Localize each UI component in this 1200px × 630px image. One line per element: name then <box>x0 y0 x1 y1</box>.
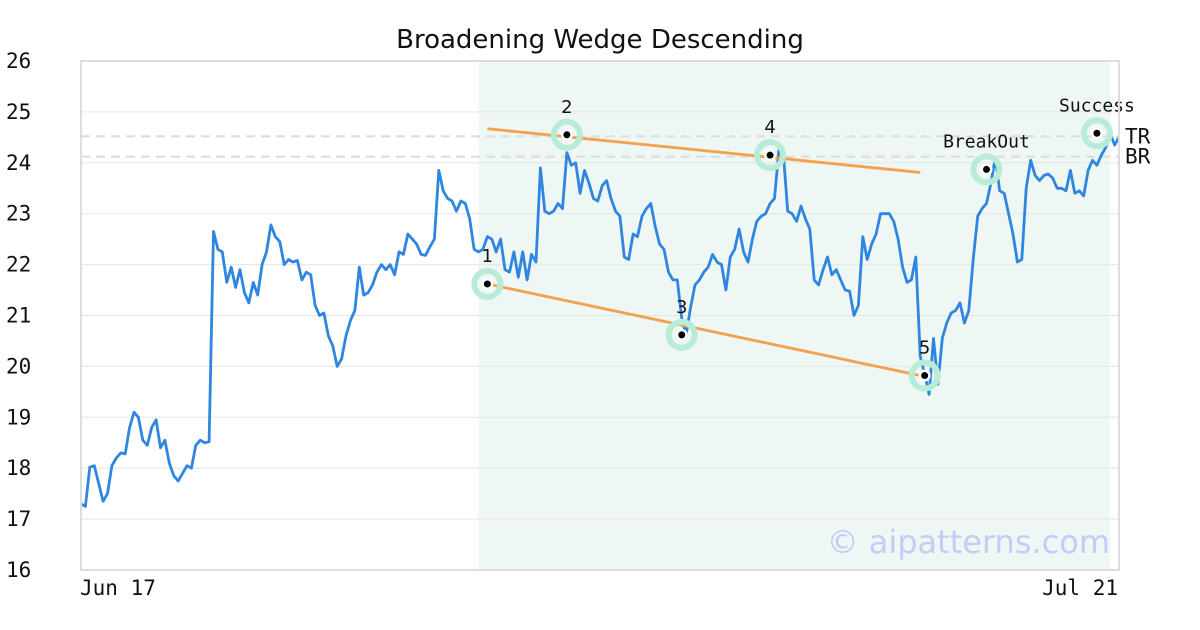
point-dot <box>921 372 929 380</box>
point-label: 1 <box>482 246 493 267</box>
y-axis: 16 17 18 19 20 21 22 23 24 25 26 <box>6 49 31 582</box>
y-tick-label: 21 <box>6 304 31 328</box>
trend-lines <box>487 127 921 377</box>
level-label: TR <box>1125 124 1151 148</box>
x-tick-label-start: Jun 17 <box>80 576 156 600</box>
point-halo <box>1080 117 1113 150</box>
point-dot <box>982 165 990 173</box>
level-label: BR <box>1125 145 1151 169</box>
point-halo <box>908 359 941 392</box>
pattern-point: 2 <box>550 97 583 151</box>
point-dot <box>678 331 686 339</box>
point-label: 5 <box>919 338 930 359</box>
x-tick-label-end: Jul 21 <box>1042 576 1118 600</box>
y-tick-label: 18 <box>6 456 31 480</box>
point-dot <box>1093 129 1101 137</box>
y-tick-label: 17 <box>6 507 31 531</box>
y-tick-label: 23 <box>6 202 31 226</box>
point-label: Success <box>1059 95 1135 116</box>
point-halo <box>550 118 583 151</box>
point-label: BreakOut <box>943 131 1030 152</box>
watermark: © aipatterns.com <box>827 523 1110 561</box>
chart-title: Broadening Wedge Descending <box>396 25 804 55</box>
trend-line <box>487 282 921 377</box>
point-dot <box>766 151 774 159</box>
y-tick-label: 19 <box>6 405 31 429</box>
pattern-point: BreakOut <box>943 131 1030 186</box>
pattern-point: 4 <box>754 117 787 172</box>
plot-frame <box>80 60 1120 571</box>
y-tick-label: 20 <box>6 354 31 378</box>
point-halo <box>754 139 787 172</box>
point-halo <box>471 267 504 300</box>
pattern-point: 3 <box>665 297 698 351</box>
point-dot <box>563 131 571 139</box>
y-tick-label: 26 <box>6 49 31 73</box>
point-label: 4 <box>764 117 775 138</box>
pattern-point: Success <box>1059 95 1135 150</box>
pattern-points: 1 2 3 4 5 BreakOut Success <box>471 95 1135 392</box>
trend-line <box>487 127 921 174</box>
y-tick-label: 22 <box>6 253 31 277</box>
price-line <box>80 131 1121 508</box>
point-dot <box>483 280 491 288</box>
y-tick-label: 24 <box>6 151 31 175</box>
point-label: 3 <box>676 297 687 318</box>
point-label: 2 <box>561 97 572 118</box>
point-halo <box>665 318 698 351</box>
point-halo <box>970 153 1003 186</box>
pattern-point: 5 <box>908 338 941 392</box>
y-tick-label: 16 <box>6 558 31 582</box>
pattern-point: 1 <box>471 246 504 300</box>
y-tick-label: 25 <box>6 100 31 124</box>
